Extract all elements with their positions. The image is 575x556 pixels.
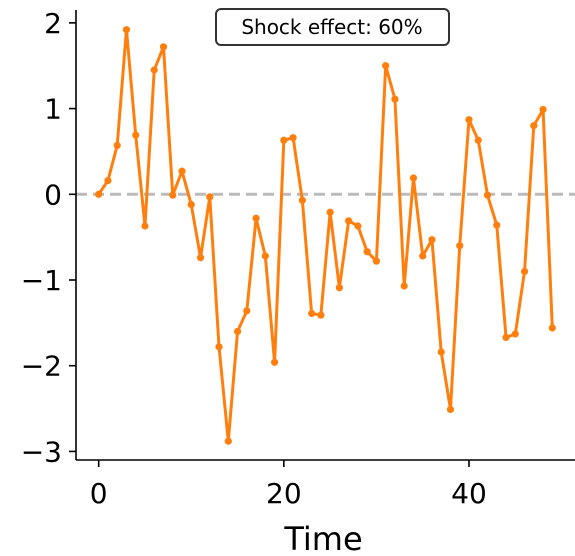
y-tick-label: −2 [21, 350, 62, 383]
y-tick-label: 2 [44, 7, 62, 40]
data-point [493, 221, 501, 229]
data-point [326, 208, 334, 216]
data-point [233, 327, 242, 336]
data-point [335, 284, 343, 292]
data-point [382, 62, 390, 70]
data-point [169, 191, 177, 199]
data-point [224, 437, 232, 445]
data-point [539, 105, 547, 114]
data-point [298, 196, 306, 204]
data-point [400, 282, 408, 290]
data-point [317, 311, 325, 319]
data-point [354, 222, 362, 230]
series-line [97, 28, 554, 443]
data-point [280, 136, 288, 144]
y-tick-label: 0 [44, 178, 62, 211]
data-point [104, 176, 112, 185]
annotation-text: Shock effect: 60% [241, 15, 422, 39]
x-tick-label: 20 [266, 477, 302, 510]
data-point [178, 167, 186, 175]
ticks: 2 1 0 −1 −2 −3 0 20 40 [21, 7, 487, 510]
data-point [141, 222, 149, 230]
data-point [548, 324, 556, 332]
axes [75, 10, 575, 461]
data-point [530, 122, 538, 130]
data-point [474, 136, 482, 144]
data-point [159, 43, 168, 51]
data-point [409, 174, 418, 182]
data-point [113, 141, 121, 150]
data-point [187, 200, 195, 209]
annotation-box: Shock effect: 60% [215, 8, 450, 46]
data-point [372, 257, 381, 265]
data-point [270, 358, 279, 366]
data-point [437, 348, 445, 356]
data-point [502, 333, 510, 342]
data-point [456, 242, 464, 250]
x-axis-label: Time [283, 520, 362, 556]
plot-area [76, 26, 575, 445]
annotation-frame [215, 8, 450, 46]
data-point [483, 191, 492, 199]
data-point [206, 193, 214, 201]
data-point [252, 214, 260, 222]
y-tick-label: −1 [21, 264, 62, 297]
data-point [95, 190, 103, 198]
data-point [289, 134, 297, 142]
data-point [391, 95, 399, 103]
data-point [243, 307, 251, 315]
data-point [446, 405, 455, 414]
data-point [132, 131, 140, 139]
y-tick-label: 1 [44, 93, 62, 126]
x-tick-label: 0 [90, 477, 108, 510]
data-point [150, 66, 158, 74]
data-point [520, 267, 529, 276]
data-point [261, 252, 269, 260]
y-tick-label: −3 [21, 435, 62, 468]
data-point [308, 309, 316, 318]
data-point [465, 116, 473, 124]
data-point [363, 248, 371, 256]
data-point [196, 254, 205, 262]
x-tick-label: 40 [451, 477, 487, 510]
data-point [419, 252, 427, 260]
data-point [215, 343, 223, 351]
data-point [428, 236, 436, 244]
data-point [511, 330, 519, 338]
data-point [122, 26, 131, 34]
data-point [345, 217, 353, 225]
